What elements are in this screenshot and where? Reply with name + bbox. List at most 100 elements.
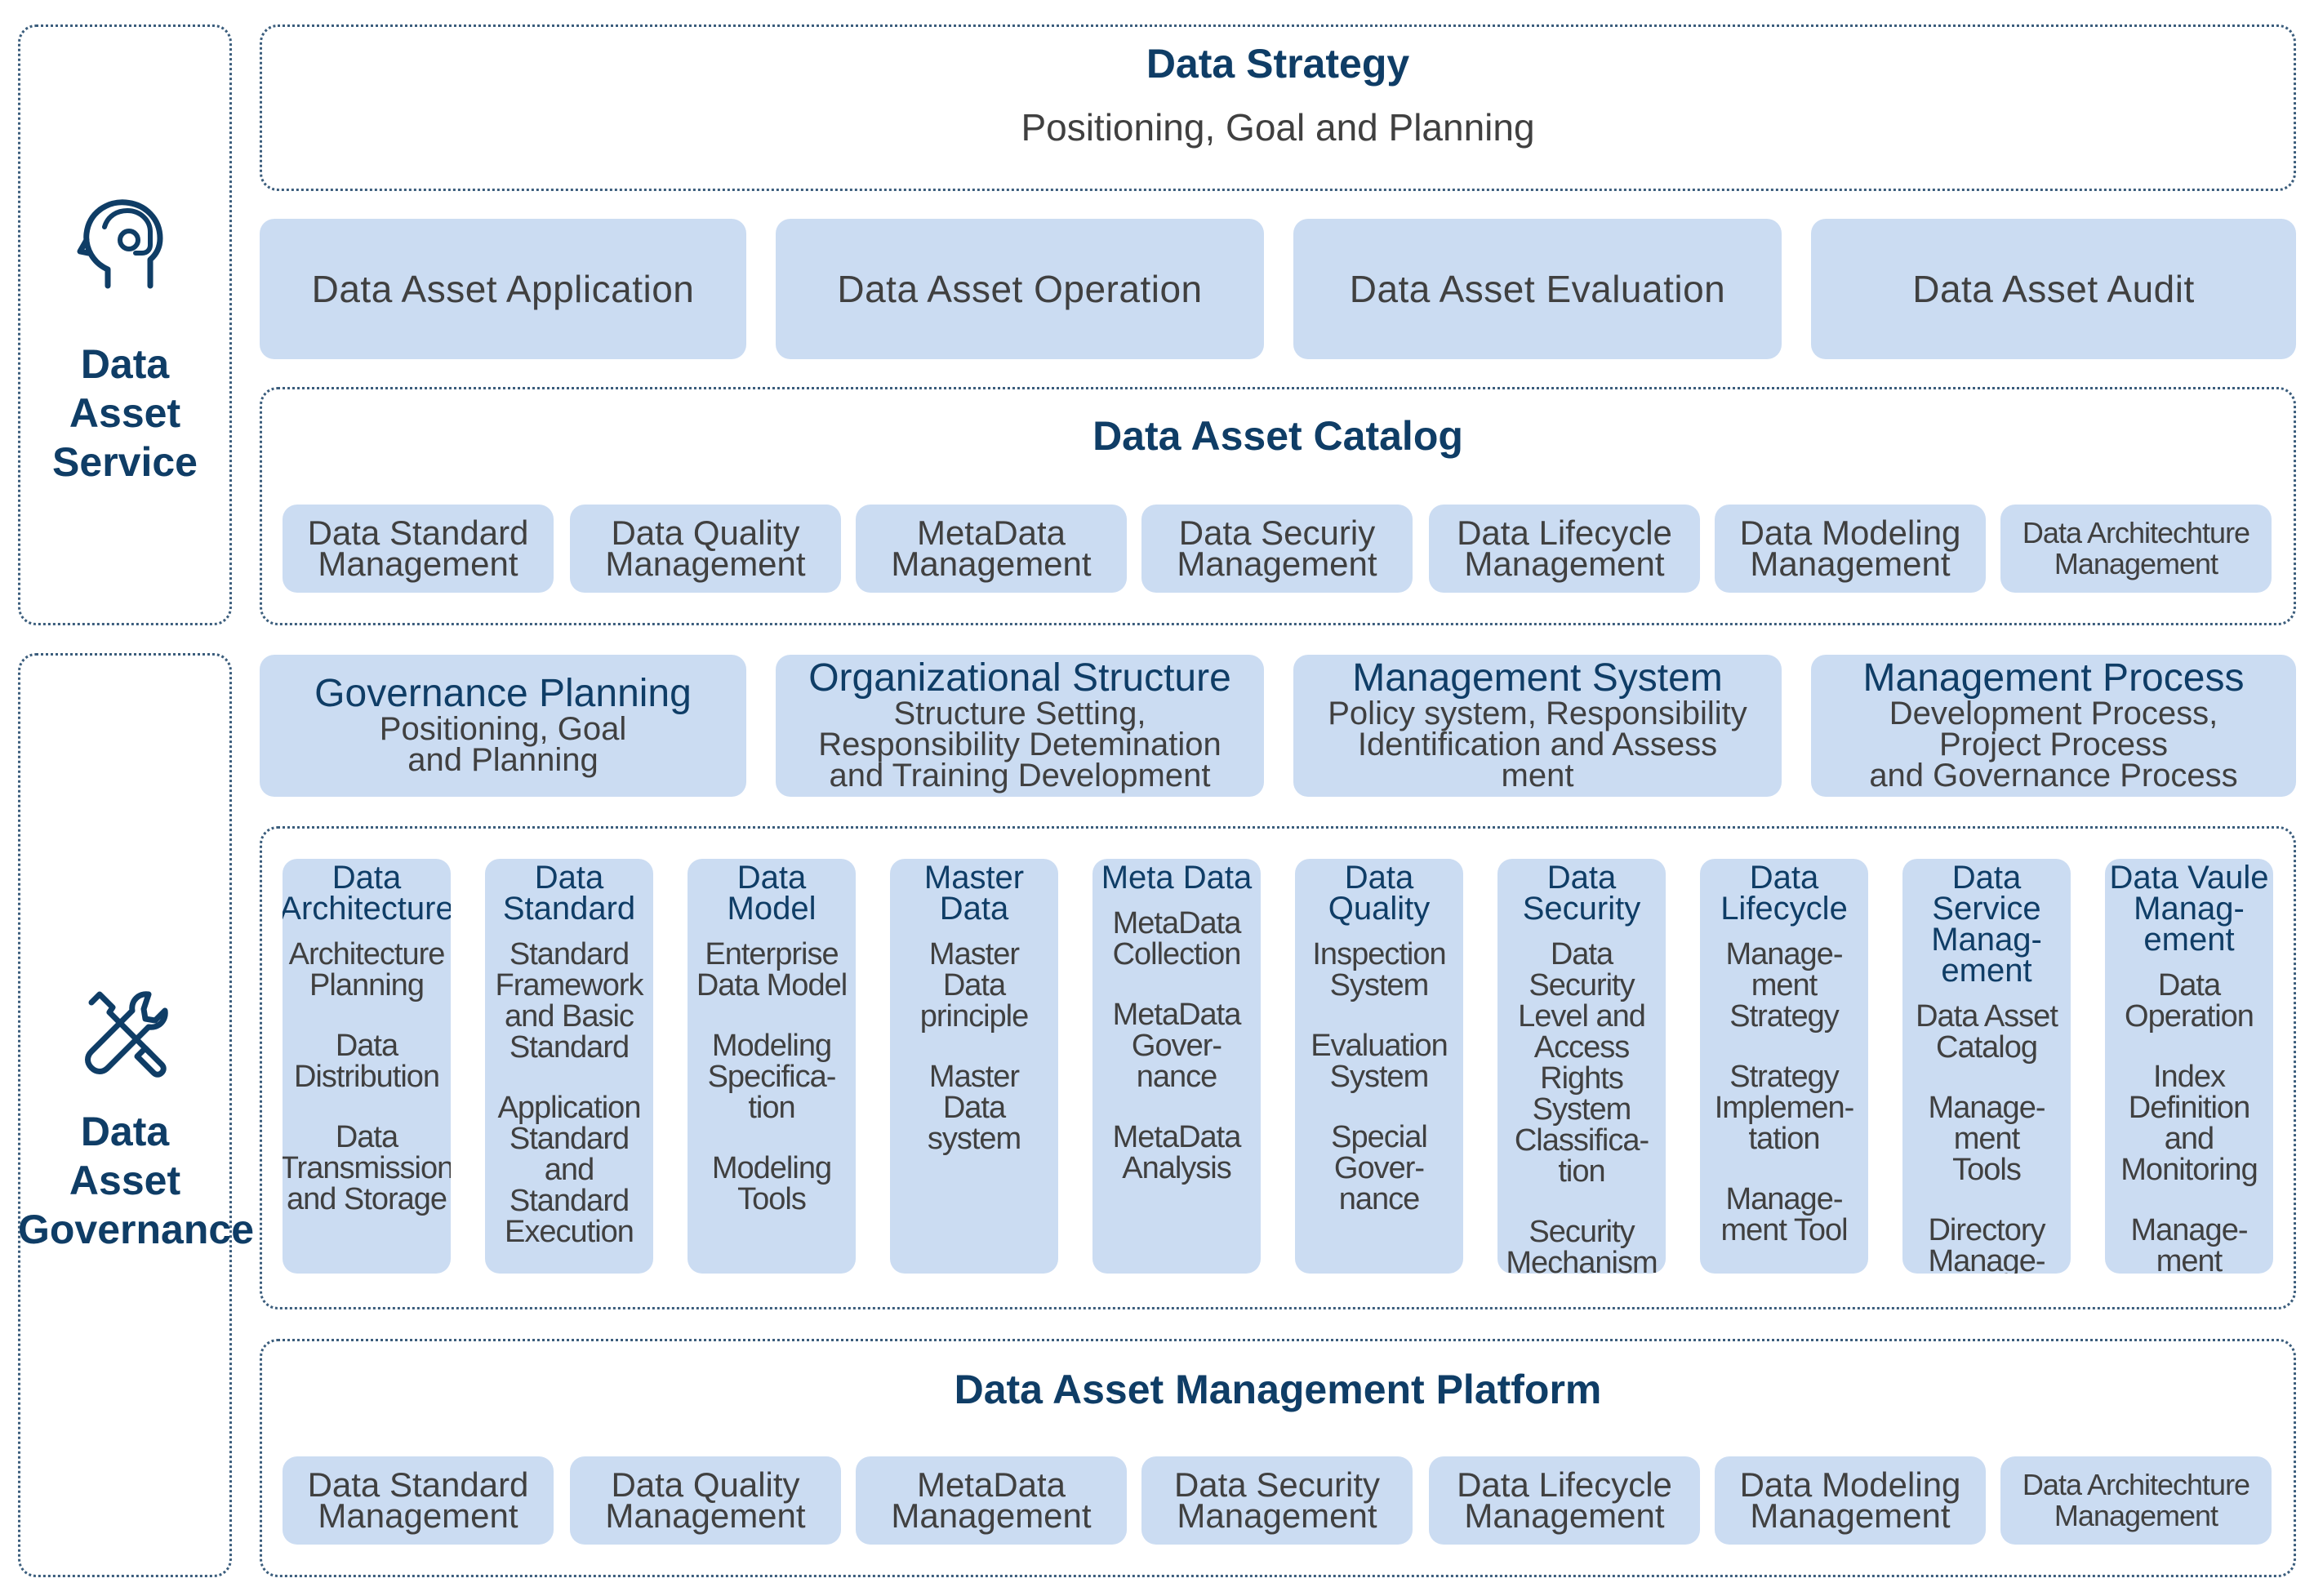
platform-item: MetaData Management: [856, 1456, 1127, 1545]
column-item: Manage- ment Strategy: [1725, 937, 1844, 1034]
column-item: Modeling Specifica- tion: [707, 1029, 837, 1125]
data-asset-application-block: Data Asset Application: [260, 219, 746, 359]
column-title: Data Vaule Manag- ement: [2109, 860, 2269, 958]
governance-planning-block: Governance Planning Positioning, Goal an…: [260, 655, 746, 797]
governance-column: Data Security Data Security Level and Acc…: [1497, 859, 1666, 1274]
column-item: Index Definition and Monitoring: [2120, 1060, 2258, 1187]
column-item: Directory Manage- ment Process: [1928, 1213, 2045, 1274]
planning-title: Governance Planning: [314, 672, 692, 715]
column-item: Security Mechanism: [1506, 1215, 1658, 1274]
platform-item: Data Modeling Management: [1715, 1456, 1986, 1545]
block-label: Data Asset Evaluation: [1349, 268, 1726, 310]
governance-columns-frame: [260, 826, 2296, 1309]
data-asset-audit-block: Data Asset Audit: [1811, 219, 2296, 359]
catalog-item: Data Architechture Management: [2000, 505, 2272, 593]
column-title: Data Security: [1522, 860, 1641, 927]
data-asset-catalog-frame: [260, 387, 2296, 625]
data-asset-evaluation-block: Data Asset Evaluation: [1293, 219, 1782, 359]
column-item: Modeling Tools: [711, 1151, 832, 1216]
management-process-block: Management Process Development Process, …: [1811, 655, 2296, 797]
platform-item: Data Lifecycle Management: [1429, 1456, 1700, 1545]
column-title: Data Service Manag- ement: [1931, 860, 2042, 989]
column-items: Standard Framework and Basic Standard App…: [495, 939, 643, 1274]
column-title: Master Data: [923, 860, 1025, 927]
data-asset-governance-title: Data Asset Governance: [18, 1109, 255, 1252]
catalog-item: Data Modeling Management: [1715, 505, 1986, 593]
governance-column: Data Vaule Manag- ement Data Operation Ind…: [2105, 859, 2273, 1274]
platform-item: Data Standard Management: [283, 1456, 554, 1545]
column-item: Data Security Level and Access Rights Sy…: [1514, 937, 1649, 1189]
column-title: Data Standard: [502, 860, 636, 927]
service-side-frame: [18, 24, 232, 625]
governance-column: Data Quality Inspection System Evaluation …: [1295, 859, 1463, 1274]
column-title: Data Quality: [1328, 860, 1431, 927]
column-title: Data Architecture: [283, 860, 451, 927]
column-item: Data Operation: [2125, 968, 2254, 1034]
column-items: Enterprise Data Model Modeling Specifica-…: [696, 937, 848, 1244]
column-item: Enterprise Data Model: [696, 937, 848, 1003]
column-item: Evaluation System: [1311, 1029, 1448, 1094]
column-item: Data Transmission and Storage: [283, 1120, 451, 1216]
column-item: MetaData Analysis: [1112, 1120, 1242, 1185]
column-title: Meta Data: [1101, 860, 1253, 896]
planning-title: Management Process: [1862, 656, 2245, 700]
planning-title: Organizational Structure: [808, 656, 1231, 700]
planning-desc: Policy system, Responsibility Identifica…: [1328, 696, 1747, 794]
data-strategy-frame: [260, 24, 2296, 191]
column-item: Data Distribution: [293, 1029, 440, 1094]
column-items: Data Operation Index Definition and Monit…: [2120, 968, 2258, 1274]
data-asset-service-title: Data Asset Service: [52, 341, 198, 485]
governance-column: Data Lifecycle Manage- ment Strategy Strat…: [1700, 859, 1868, 1274]
block-label: Data Asset Audit: [1912, 268, 2195, 310]
catalog-item: Data Securiy Management: [1141, 505, 1413, 593]
column-item: Inspection System: [1312, 937, 1446, 1003]
column-item: Standard Framework and Basic Standard: [495, 937, 643, 1065]
column-item: Special Gover- nance: [1331, 1120, 1428, 1216]
governance-column: Data Service Manag- ement Data Asset Cata…: [1902, 859, 2071, 1274]
column-items: Architecture Planning Data Distribution Da…: [283, 939, 451, 1244]
column-item: Master Data system: [927, 1060, 1021, 1156]
organizational-structure-block: Organizational Structure Structure Setti…: [776, 655, 1264, 797]
platform-title: Data Asset Management Platform: [954, 1367, 1602, 1412]
block-label: Data Asset Operation: [837, 268, 1203, 310]
column-item: Strategy Implemen- tation: [1714, 1060, 1854, 1156]
governance-column: Data Model Enterprise Data Model Modeling …: [688, 859, 856, 1274]
catalog-item: Data Quality Management: [570, 505, 841, 593]
column-item: Architecture Planning: [288, 937, 446, 1003]
column-items: MetaData Collection MetaData Gover- nance…: [1112, 906, 1242, 1213]
column-item: Data Asset Catalog: [1916, 999, 2058, 1065]
planning-desc: Development Process, Project Process and…: [1869, 696, 2238, 794]
column-item: Manage- ment Tools: [2130, 1213, 2249, 1274]
platform-item: Data Quality Management: [570, 1456, 841, 1545]
governance-column: Data Standard Standard Framework and Basi…: [485, 859, 653, 1274]
data-strategy-subtitle: Positioning, Goal and Planning: [1021, 106, 1535, 149]
platform-item: Data Security Management: [1141, 1456, 1413, 1545]
catalog-item: Data Standard Management: [283, 505, 554, 593]
catalog-item: MetaData Management: [856, 505, 1127, 593]
headset-person-icon: [75, 194, 173, 300]
column-items: Data Asset Catalog Manage- ment Tools Dire…: [1916, 1001, 2058, 1274]
governance-column: Master Data Master Data principle Master D…: [890, 859, 1058, 1274]
governance-side-frame: [18, 653, 232, 1577]
column-title: Data Lifecycle: [1720, 860, 1848, 927]
column-item: Master Data principle: [919, 937, 1030, 1034]
column-items: Inspection System Evaluation System Specia…: [1311, 937, 1448, 1244]
column-item: Manage- ment Tools: [1928, 1091, 2046, 1187]
column-items: Manage- ment Strategy Strategy Implemen- …: [1715, 939, 1854, 1274]
column-item: MetaData Collection: [1112, 906, 1242, 971]
column-title: Data Model: [727, 860, 817, 927]
column-item: Application Standard and Standard Execut…: [497, 1091, 642, 1249]
catalog-item: Data Lifecycle Management: [1429, 505, 1700, 593]
column-item: MetaData Gover- nance: [1112, 998, 1242, 1094]
column-items: Master Data principle Master Data system: [919, 937, 1030, 1184]
management-system-block: Management System Policy system, Respons…: [1293, 655, 1782, 797]
data-asset-catalog-title: Data Asset Catalog: [1092, 413, 1463, 459]
column-item: Manage- ment Tool: [1720, 1182, 1848, 1247]
platform-item: Data Architechture Management: [2000, 1456, 2272, 1545]
planning-title: Management System: [1352, 656, 1723, 700]
block-label: Data Asset Application: [311, 268, 695, 310]
governance-column: Meta Data MetaData Collection MetaData Gov…: [1092, 859, 1261, 1274]
planning-desc: Positioning, Goal and Planning: [379, 711, 627, 778]
data-strategy-title: Data Strategy: [1146, 41, 1410, 87]
column-items: Data Security Level and Access Rights Sy…: [1506, 937, 1658, 1274]
